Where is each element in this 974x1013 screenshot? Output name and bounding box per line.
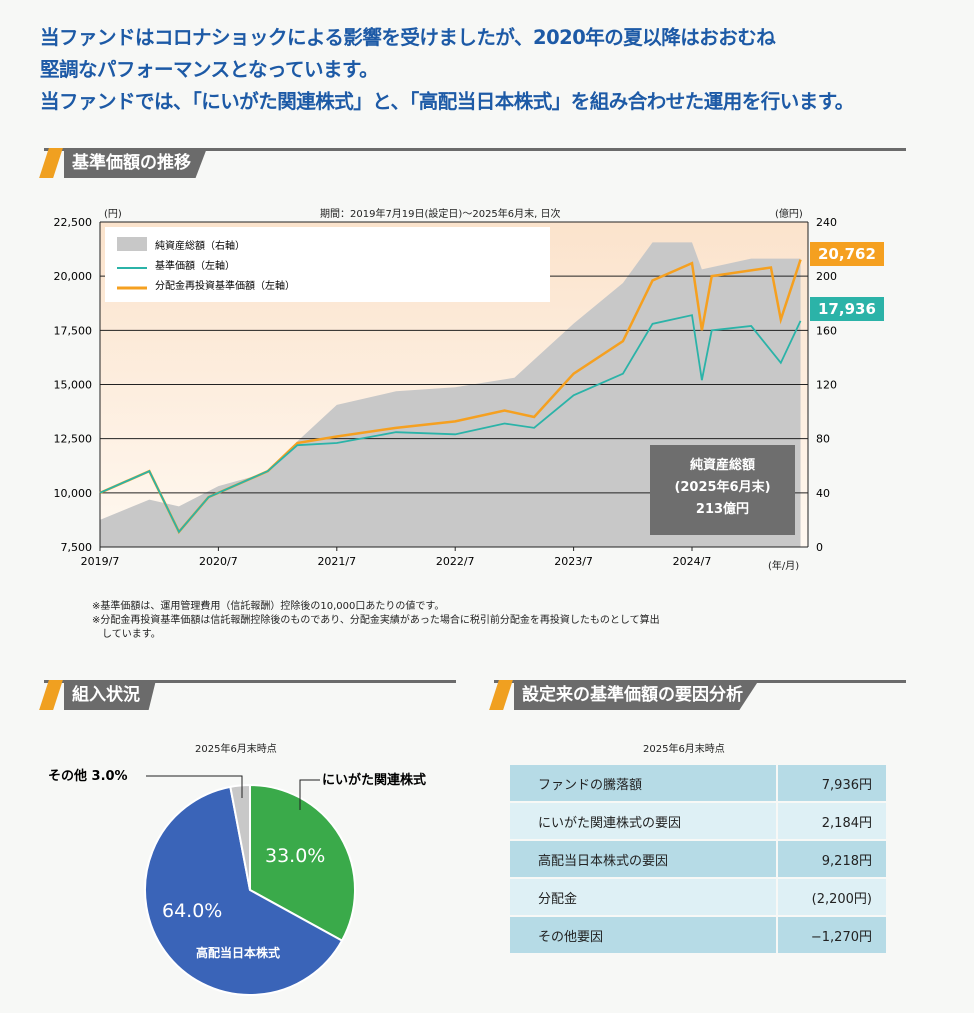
factor-value: (2,200円) <box>778 879 886 915</box>
pie-slice <box>229 783 251 891</box>
nav-chart: 7,500 0 10,000 40 12,500 80 15,000 120 17,500 160… <box>54 216 838 568</box>
nav-end-label: 17,936 <box>810 297 884 321</box>
reinvested-end-label: 20,762 <box>810 242 884 266</box>
box-line: 213億円 <box>695 502 750 517</box>
section-header-factor: 設定来の基準価額の要因分析 <box>489 680 906 710</box>
y-right-tick-label: 0 <box>816 541 823 554</box>
factor-table: ファンドの騰落額 7,936円 にいがた関連株式の要因 2,184円 高配当日本株式の要… <box>508 763 888 955</box>
y-left-tick-label: 17,500 <box>54 324 93 337</box>
section-header-nav: 基準価額の推移 <box>39 148 906 178</box>
lead-line: 堅調なパフォーマンスとなっています。 <box>40 58 379 81</box>
pie-slice <box>144 785 344 996</box>
factor-label: 分配金 <box>510 879 776 915</box>
table-date: 2025年6月末時点 <box>643 744 725 755</box>
leader-line <box>299 779 320 810</box>
pie-label-high-dividend: 高配当日本株式 <box>196 945 280 960</box>
section-title: 組入状況 <box>64 680 156 710</box>
x-tick-label: 2021/7 <box>317 555 356 568</box>
net-assets-box: 純資産総額 (2025年6月末) 213億円 <box>650 445 795 535</box>
y-right-tick-label: 120 <box>816 379 837 392</box>
x-axis-unit: (年/月) <box>768 561 800 572</box>
y-left-tick-label: 10,000 <box>54 487 93 500</box>
legend-label: 分配金再投資基準価額（左軸） <box>155 279 295 292</box>
lead-line: 当ファンドはコロナショックによる影響を受けましたが、2020年の夏以降はおおむね <box>40 26 776 49</box>
pie-label-other: その他 3.0% <box>48 768 128 784</box>
section-header-composition: 組入状況 <box>39 680 456 710</box>
y-left-tick-label: 12,500 <box>54 433 93 446</box>
table-row: ファンドの騰落額 7,936円 <box>510 765 886 801</box>
y-left-tick-label: 20,000 <box>54 270 93 283</box>
table-row: その他要因 −1,270円 <box>510 917 886 953</box>
y-left-tick-label: 7,500 <box>61 541 93 554</box>
y-right-tick-label: 80 <box>816 433 830 446</box>
table-row: 高配当日本株式の要因 9,218円 <box>510 841 886 877</box>
y-left-tick-label: 22,500 <box>54 216 93 229</box>
legend: 純資産総額（右軸） 基準価額（左軸） 分配金再投資基準価額（左軸） <box>105 227 550 302</box>
factor-value: −1,270円 <box>778 917 886 953</box>
lead-line: 当ファンドでは、「にいがた関連株式」と、「高配当日本株式」を組み合わせた運用を行… <box>40 90 854 113</box>
factor-label: ファンドの騰落額 <box>510 765 776 801</box>
leader-line <box>146 775 243 798</box>
pie-label-niigata: にいがた関連株式 <box>322 772 426 788</box>
pie-date: 2025年6月末時点 <box>195 744 277 755</box>
net-assets-area <box>100 242 801 547</box>
composition-pie: 33.0% 64.0% 高配当日本株式 にいがた関連株式 その他 3.0% <box>48 768 426 996</box>
table-row: 分配金 (2,200円) <box>510 879 886 915</box>
legend-swatch-assets <box>117 237 147 251</box>
factor-value: 2,184円 <box>778 803 886 839</box>
legend-box <box>105 227 550 302</box>
x-tick-label: 2024/7 <box>673 555 712 568</box>
factor-label: その他要因 <box>510 917 776 953</box>
factor-label: 高配当日本株式の要因 <box>510 841 776 877</box>
y-right-tick-label: 200 <box>816 270 837 283</box>
note: ※基準価額は、運用管理費用（信託報酬）控除後の10,000口あたりの値です。 <box>92 601 445 612</box>
right-axis-unit: (億円) <box>775 209 803 220</box>
factor-label: にいがた関連株式の要因 <box>510 803 776 839</box>
note: ※分配金再投資基準価額は信託報酬控除後のものであり、分配金実績があった場合に税引… <box>92 615 660 626</box>
lead-text: 当ファンドはコロナショックによる影響を受けましたが、2020年の夏以降はおおむね… <box>40 22 940 118</box>
pie-pct-niigata: 33.0% <box>265 845 325 867</box>
chart-period: 期間：2019年7月19日(設定日)～2025年6月末, 日次 <box>320 209 561 220</box>
left-axis-unit: (円) <box>104 209 122 220</box>
x-tick-label: 2022/7 <box>436 555 475 568</box>
factor-value: 7,936円 <box>778 765 886 801</box>
chart-notes: ※基準価額は、運用管理費用（信託報酬）控除後の10,000口あたりの値です。 ※… <box>92 600 872 642</box>
y-right-tick-label: 160 <box>816 324 837 337</box>
pie-slice <box>249 783 356 942</box>
section-title: 基準価額の推移 <box>64 148 207 178</box>
box-line: (2025年6月末) <box>674 480 771 495</box>
y-right-tick-label: 240 <box>816 216 837 229</box>
pie-pct-high-dividend: 64.0% <box>162 900 222 922</box>
table-row: にいがた関連株式の要因 2,184円 <box>510 803 886 839</box>
x-tick-label: 2023/7 <box>554 555 593 568</box>
x-tick-label: 2020/7 <box>199 555 238 568</box>
x-tick-label: 2019/7 <box>81 555 120 568</box>
legend-label: 基準価額（左軸） <box>155 259 235 272</box>
factor-value: 9,218円 <box>778 841 886 877</box>
box-line: 純資産総額 <box>689 458 755 473</box>
legend-label: 純資産総額（右軸） <box>155 239 245 252</box>
y-left-tick-label: 15,000 <box>54 379 93 392</box>
y-right-tick-label: 40 <box>816 487 830 500</box>
section-title: 設定来の基準価額の要因分析 <box>514 680 759 710</box>
note: しています。 <box>92 629 161 640</box>
nav-line <box>99 314 802 534</box>
